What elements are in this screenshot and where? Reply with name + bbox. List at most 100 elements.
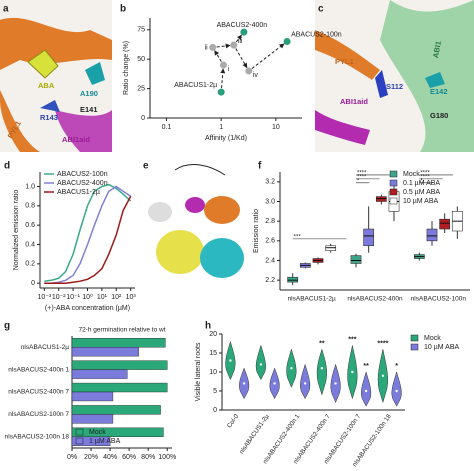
y-tick-label: 0 (31, 280, 35, 287)
legend-label: 10 µM ABA (403, 198, 438, 205)
y-tick-label: 0 (141, 115, 145, 122)
x-tick-label: 10 (272, 124, 280, 131)
structure-label: PYL1 (335, 57, 354, 66)
box (439, 218, 451, 230)
panel-label: a (3, 4, 9, 15)
bar (71, 382, 168, 393)
violin (255, 344, 266, 381)
legend-label: 1 µM ABA (89, 438, 121, 445)
panel-label: d (4, 161, 10, 172)
x-tick-label: nlsABACUS1-2µ (238, 413, 271, 456)
median-dot (229, 359, 232, 362)
panel-label: f (258, 161, 262, 172)
significance-label: * (420, 178, 423, 184)
point (217, 88, 225, 96)
structure-label: ABA (38, 81, 55, 90)
y-tick-label: nlsABACUS2-100n 7 (8, 411, 69, 418)
structure-label: ABI1 (431, 40, 443, 58)
x-tick-label: nlsABACUS2-400n (347, 296, 403, 303)
point-label: ii (205, 44, 209, 51)
x-tick-label: 0.1 (162, 124, 172, 131)
significance-label: ** (319, 340, 325, 347)
violin (316, 348, 327, 396)
x-tick-label: 0% (67, 454, 77, 461)
median-dot (334, 382, 337, 385)
arrow (216, 43, 231, 49)
y-tick-label: 2.8 (265, 218, 275, 225)
y-axis-label: Ratio change (%) (123, 41, 130, 95)
structure-label: E142 (430, 87, 448, 96)
significance-label: **** (420, 171, 430, 177)
series-line (44, 185, 132, 284)
arrow (235, 34, 242, 43)
bar (71, 405, 161, 415)
y-tick-label: 0.2 (25, 261, 35, 268)
y-tick-label: 5 (213, 388, 217, 395)
structure-image-a (0, 0, 112, 152)
point (209, 43, 217, 51)
structure-label: R143 (40, 113, 58, 122)
bar (71, 347, 139, 357)
y-tick-label: 75 (137, 27, 145, 34)
legend-label: ABACUS2-100n (57, 171, 108, 178)
x-tick-label: 80% (141, 454, 155, 461)
significance-label: * (395, 363, 398, 370)
y-tick-label: 15 (209, 350, 217, 357)
y-axis-label: Visible lateral roots (195, 342, 202, 402)
x-tick-label: 10⁻³ (37, 294, 51, 301)
arrow (220, 68, 226, 89)
point (245, 67, 253, 75)
chart-title: 72-h germination relative to wt (78, 327, 165, 334)
y-tick-label: nlsABACUS2-100n 18 (5, 434, 70, 441)
y-tick-label: 25 (137, 85, 145, 92)
legend-label: Mock (424, 335, 441, 342)
y-tick-label: 0.4 (25, 241, 35, 248)
bar (71, 391, 114, 402)
point-label: ABACUS2-100n (291, 31, 342, 38)
y-tick-label: nlsABACUS2-400n 1 (8, 366, 69, 373)
y-axis-label: Emission ratio (253, 209, 260, 253)
legend-label: 0.1 µM ABA (403, 180, 440, 187)
y-tick-label: 2.4 (265, 257, 275, 264)
y-tick-label: 50 (137, 56, 145, 63)
point-label: i (227, 66, 229, 73)
structure-label: ABI1aid (340, 97, 368, 106)
point-label: ABACUS2-400n (217, 22, 268, 29)
panel-label: e (143, 161, 149, 172)
median-dot (242, 382, 246, 385)
significance-label: **** (377, 340, 388, 347)
median-dot (351, 370, 354, 374)
x-axis-label: (+)-ABA concentration (µM) (45, 305, 130, 312)
x-tick-label: 100% (158, 454, 176, 461)
legend-label: ABACUS2-400n (57, 180, 108, 187)
bar (71, 338, 166, 348)
violin (300, 363, 311, 400)
structure-label: S112 (386, 82, 403, 91)
legend-swatch (389, 179, 398, 187)
x-tick-label: 10⁻¹ (66, 294, 80, 301)
box (363, 228, 375, 247)
legend-label: 10 µM ABA (424, 344, 459, 351)
median-dot (273, 382, 276, 385)
structure-label: A190 (80, 89, 98, 98)
panel-label: h (205, 321, 211, 332)
panel-label: b (120, 4, 126, 15)
bar (71, 360, 168, 370)
x-tick-label: Col-0 (226, 413, 241, 430)
point (240, 28, 248, 36)
y-tick-label: 10 (209, 369, 217, 376)
point-label: iii (238, 38, 243, 45)
x-tick-label: 1 (219, 124, 223, 131)
significance-label: **** (357, 171, 367, 177)
significance-label: *** (294, 234, 302, 240)
y-tick-label: 3.2 (265, 179, 275, 186)
series-line (44, 195, 132, 284)
median-dot (303, 382, 307, 385)
significance-label: **** (357, 174, 367, 180)
x-tick-label: 60% (122, 454, 136, 461)
y-axis-label: Normalized emission ratio (13, 190, 20, 271)
violin (361, 371, 372, 407)
point (230, 41, 238, 49)
x-tick-label: 10⁻² (52, 294, 66, 301)
